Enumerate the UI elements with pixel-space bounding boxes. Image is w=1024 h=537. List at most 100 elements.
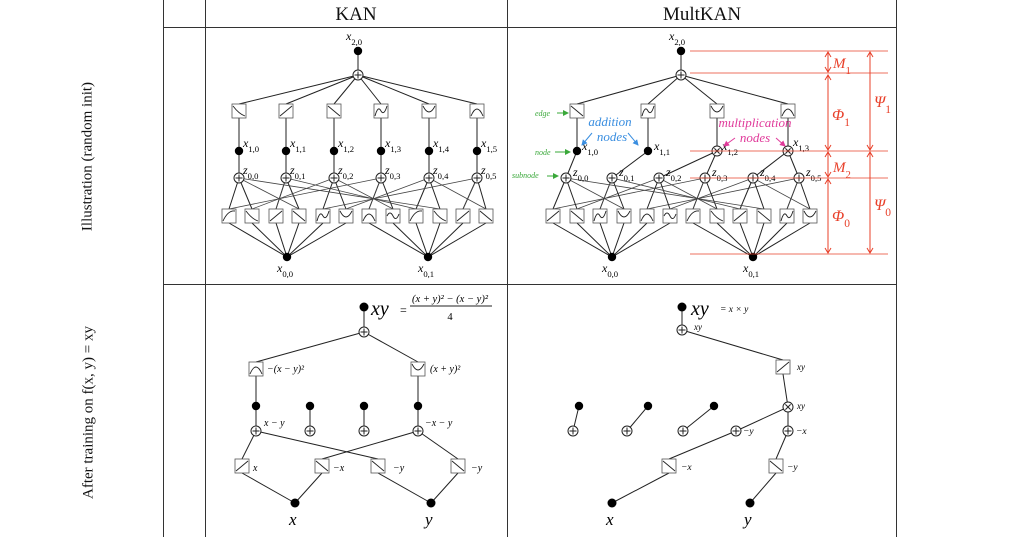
activation-frame — [469, 103, 485, 119]
hidden-label: x1,5 — [480, 136, 497, 154]
input-node — [745, 498, 755, 508]
edge-input-to-box — [611, 222, 648, 258]
activation-frame — [248, 361, 264, 377]
activation-box-layer0 — [592, 208, 608, 224]
sub-label: z0,3 — [384, 163, 400, 181]
edge-sub-box — [321, 430, 419, 460]
edge-box-to-sub-cross — [428, 177, 487, 210]
edge-box-input — [241, 472, 296, 504]
edge-function-label: −x — [681, 463, 692, 473]
edge-box-to-sub-cross — [322, 177, 478, 210]
annotation-multiplication: nodes — [740, 130, 770, 145]
activation-curve — [371, 460, 385, 472]
activation-curve — [780, 210, 794, 222]
edge-input-to-box — [611, 222, 671, 258]
edge-box-to-sub-cross — [228, 177, 382, 210]
activation-linear — [768, 458, 784, 474]
edge-function-label: −y — [787, 463, 798, 473]
hidden-node — [472, 146, 482, 156]
activation-curve — [386, 212, 400, 219]
small-label: xy — [693, 322, 702, 332]
activation-curve — [451, 460, 465, 472]
node-sub-link — [611, 150, 649, 179]
annotation-addition: nodes — [597, 129, 627, 144]
dead-node — [574, 401, 584, 411]
activation-box-layer0 — [802, 208, 818, 224]
activation-box-layer1 — [469, 103, 485, 119]
column-header-kan: KAN — [335, 4, 377, 25]
hidden-node — [234, 146, 244, 156]
edge-box-to-sub-cross — [599, 177, 613, 210]
edge-to-box — [681, 329, 784, 361]
activation-linear — [370, 458, 386, 474]
input-node — [282, 252, 292, 262]
bracket-head — [866, 247, 874, 254]
activation-frame — [408, 208, 424, 224]
activation-linear — [450, 458, 466, 474]
edge-to-output — [333, 74, 359, 105]
bracket-head — [824, 144, 832, 151]
input-x-label: x — [605, 510, 614, 529]
edge-input-to-box — [427, 222, 441, 258]
edge-box-input — [294, 472, 323, 504]
edge-box-mult — [782, 373, 789, 408]
activation-box-layer1 — [326, 103, 342, 119]
annotation-multiplication: multiplication — [719, 115, 792, 130]
edge-input-to-box — [286, 222, 300, 258]
edge-to-output — [357, 74, 382, 105]
input-label: x0,0 — [276, 261, 293, 279]
edge-box-to-sub-cross — [238, 177, 300, 210]
edge-input-to-box — [368, 222, 429, 258]
edge-to-output — [357, 74, 478, 105]
activation-curve — [593, 210, 607, 222]
activation-curve — [411, 363, 425, 371]
node-sub-link — [658, 150, 718, 179]
edge-input-to-box — [415, 222, 429, 258]
activation-box-layer0 — [385, 208, 401, 224]
input-node — [748, 252, 758, 262]
edge-box-to-sub-cross — [658, 177, 718, 210]
edge-to-output — [238, 74, 359, 105]
activation-box-layer0 — [432, 208, 448, 224]
activation-curve — [662, 460, 676, 472]
node-function-label: −x − y — [425, 418, 453, 429]
table-grid — [163, 0, 897, 537]
activation-frame — [780, 103, 796, 119]
activation-frame — [338, 208, 354, 224]
bracket-m1: M1 — [832, 56, 851, 77]
edge-input-to-box — [275, 222, 288, 258]
edge-box-input — [611, 472, 670, 504]
hidden-node — [572, 146, 582, 156]
hidden-label: x1,4 — [432, 136, 450, 154]
sub-label: z0,0 — [572, 165, 588, 183]
sub-label: z0,5 — [480, 163, 496, 181]
hidden-label: x1,1 — [653, 139, 670, 157]
edge-box-to-sub-cross — [333, 177, 394, 210]
hidden-label: x1,0 — [581, 139, 598, 157]
hidden-label: x1,2 — [337, 136, 354, 154]
edge-mult-sub — [735, 406, 789, 432]
activation-box-layer1 — [569, 103, 585, 119]
hidden-label: x1,1 — [289, 136, 306, 154]
edge-to-output — [680, 74, 789, 105]
activation-curve — [769, 460, 783, 472]
edge-box-to-sub-cross — [238, 177, 441, 210]
hidden-node — [251, 401, 261, 411]
input-node — [426, 498, 436, 508]
edge-input-to-box — [752, 222, 788, 258]
sub-label: z0,0 — [242, 163, 258, 181]
edge-input-to-box — [286, 222, 347, 258]
activation-curve — [315, 460, 329, 472]
activation-curve — [292, 210, 306, 222]
edge-to-output — [357, 74, 430, 105]
activation-square — [410, 361, 426, 377]
activation-curve — [733, 210, 747, 222]
activation-curve — [803, 210, 817, 218]
edge-box-to-sub-cross — [251, 177, 335, 210]
activation-curve — [710, 105, 724, 113]
formula-numerator: (x + y)² − (x − y)² — [412, 294, 489, 305]
bracket-head — [824, 171, 832, 178]
activation-curve — [339, 210, 353, 218]
edge-box-to-sub — [704, 177, 718, 210]
input-node — [423, 252, 433, 262]
